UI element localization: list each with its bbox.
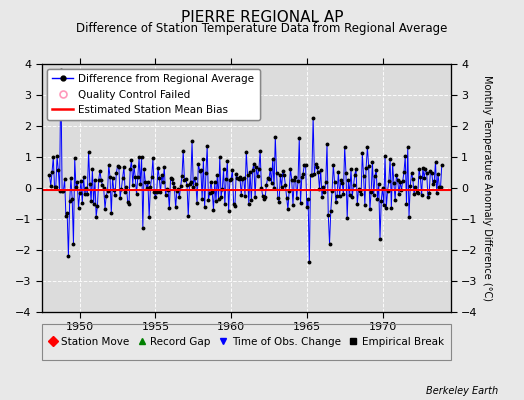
Text: Difference of Station Temperature Data from Regional Average: Difference of Station Temperature Data f… [77,22,447,35]
Text: PIERRE REGIONAL AP: PIERRE REGIONAL AP [181,10,343,25]
Legend: Station Move, Record Gap, Time of Obs. Change, Empirical Break: Station Move, Record Gap, Time of Obs. C… [45,333,448,351]
Y-axis label: Monthly Temperature Anomaly Difference (°C): Monthly Temperature Anomaly Difference (… [482,75,492,301]
Text: Berkeley Earth: Berkeley Earth [425,386,498,396]
Legend: Difference from Regional Average, Quality Control Failed, Estimated Station Mean: Difference from Regional Average, Qualit… [47,69,259,120]
